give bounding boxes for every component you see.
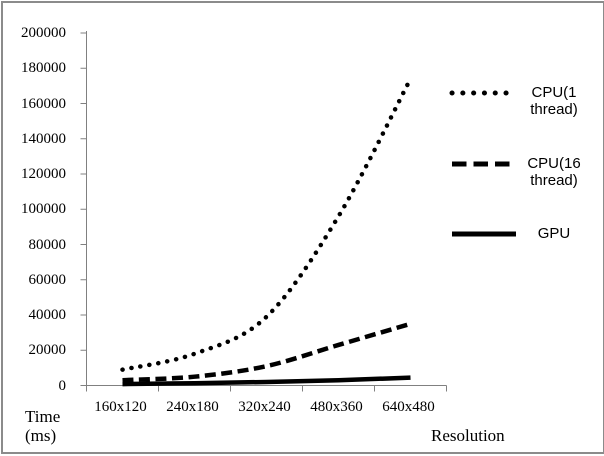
y-tick-label: 0 <box>58 377 67 394</box>
legend-label: CPU(16 thread) <box>527 155 581 189</box>
legend-item-cpu-1-thread: CPU(1 thread) <box>449 84 584 118</box>
legend-symbol-dotted-line-icon <box>449 90 519 96</box>
y-tick-label: 40000 <box>28 307 67 323</box>
y-tick-label: 200000 <box>21 25 66 41</box>
series-line-cpu-1-thread <box>120 76 413 372</box>
legend-item-gpu: GPU <box>449 225 584 243</box>
y-tick-label: 80000 <box>28 236 67 253</box>
legend-symbol-dashed-line-icon <box>452 161 516 167</box>
series-line-cpu-16-thread <box>122 321 412 383</box>
x-tick-label: 160x120 <box>94 399 147 415</box>
y-axis-title-line2: (ms) <box>25 426 57 445</box>
legend: CPU(1 thread) CPU(16 thread) GPU <box>449 3 597 303</box>
y-tick-label: 140000 <box>21 130 66 147</box>
y-tick-label: 160000 <box>21 95 66 112</box>
legend-item-cpu-16-thread: CPU(16 thread) <box>449 155 584 189</box>
x-tick-label: 640x480 <box>382 399 435 415</box>
x-tick-label: 480x360 <box>310 399 363 415</box>
y-axis-title: Time (ms) <box>25 407 60 445</box>
y-tick-label: 180000 <box>21 60 66 77</box>
x-tick-label: 240x180 <box>166 399 219 415</box>
y-tick-label: 20000 <box>28 342 67 359</box>
y-tick-label: 100000 <box>21 201 66 218</box>
series-line-gpu <box>122 375 411 387</box>
plot-area <box>80 31 447 392</box>
y-axis-title-line1: Time <box>25 407 61 426</box>
x-axis-title: Resolution <box>431 426 505 445</box>
legend-label: CPU(1 thread) <box>530 84 578 118</box>
legend-label: GPU <box>537 225 571 242</box>
x-tick-label: 320x240 <box>238 399 291 415</box>
y-tick-label: 120000 <box>21 166 66 182</box>
legend-symbol-solid-line-icon <box>452 231 516 237</box>
y-tick-label: 60000 <box>28 271 67 288</box>
